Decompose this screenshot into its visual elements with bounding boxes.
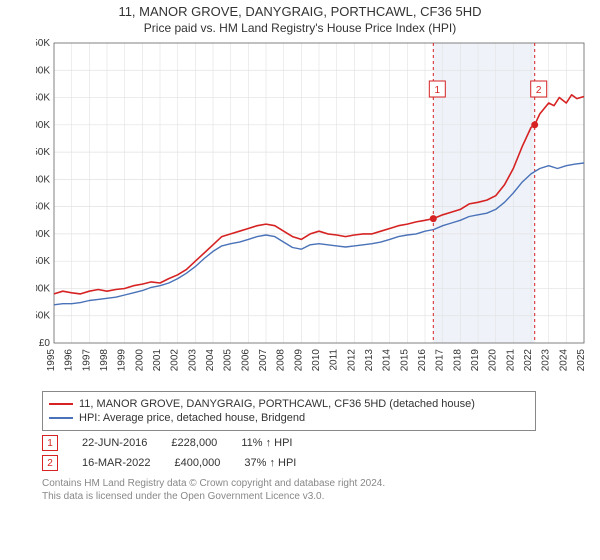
sale-diff: 11% ↑ HPI [241,437,292,449]
svg-text:£100K: £100K [36,283,50,294]
footer-attribution: Contains HM Land Registry data © Crown c… [42,477,600,503]
svg-text:£50K: £50K [36,311,50,322]
legend-row: HPI: Average price, detached house, Brid… [49,412,529,424]
legend-color-line-1 [49,403,73,405]
svg-text:2: 2 [536,85,542,96]
svg-text:2019: 2019 [470,349,481,372]
svg-text:2005: 2005 [223,349,234,372]
svg-text:1999: 1999 [117,349,128,372]
svg-text:2017: 2017 [435,349,446,372]
sale-price: £400,000 [174,457,220,469]
svg-text:2010: 2010 [311,349,322,372]
svg-text:2021: 2021 [505,349,516,372]
legend-color-line-2 [49,417,73,419]
svg-text:£550K: £550K [36,38,50,49]
svg-text:2020: 2020 [488,349,499,372]
svg-text:2007: 2007 [258,349,269,372]
svg-text:1996: 1996 [64,349,75,372]
sale-marker-1: 1 [42,435,58,451]
chart-subtitle: Price paid vs. HM Land Registry's House … [0,19,600,37]
svg-text:1: 1 [435,85,441,96]
svg-text:2002: 2002 [170,349,181,372]
svg-text:2023: 2023 [541,349,552,372]
svg-text:2004: 2004 [205,349,216,372]
svg-text:2008: 2008 [276,349,287,372]
svg-text:2016: 2016 [417,349,428,372]
svg-text:£0: £0 [39,338,51,349]
svg-text:2025: 2025 [576,349,587,372]
svg-text:2013: 2013 [364,349,375,372]
svg-text:2009: 2009 [293,349,304,372]
svg-text:2018: 2018 [452,349,463,372]
svg-text:1995: 1995 [46,349,57,372]
svg-text:2003: 2003 [187,349,198,372]
svg-text:£200K: £200K [36,229,50,240]
svg-text:2015: 2015 [399,349,410,372]
svg-text:2001: 2001 [152,349,163,372]
sale-diff: 37% ↑ HPI [244,457,296,469]
svg-text:2014: 2014 [382,349,393,372]
svg-text:2024: 2024 [558,349,569,372]
svg-text:£350K: £350K [36,147,50,158]
sale-row: 1 22-JUN-2016 £228,000 11% ↑ HPI [42,435,600,451]
sales-table: 1 22-JUN-2016 £228,000 11% ↑ HPI 2 16-MA… [42,435,600,471]
sale-date: 16-MAR-2022 [82,457,150,469]
svg-text:2006: 2006 [240,349,251,372]
svg-text:2011: 2011 [329,349,340,371]
svg-text:2000: 2000 [134,349,145,372]
svg-text:£400K: £400K [36,120,50,131]
svg-text:£300K: £300K [36,174,50,185]
sale-price: £228,000 [171,437,217,449]
svg-text:1997: 1997 [81,349,92,372]
chart-title: 11, MANOR GROVE, DANYGRAIG, PORTHCAWL, C… [0,0,600,19]
svg-text:£250K: £250K [36,202,50,213]
sale-date: 22-JUN-2016 [82,437,147,449]
price-chart: £0 £50K £100K £150K £200K £250K £300K £350K £400… [36,37,596,385]
svg-text:£500K: £500K [36,65,50,76]
legend-label: 11, MANOR GROVE, DANYGRAIG, PORTHCAWL, C… [79,398,475,410]
legend-row: 11, MANOR GROVE, DANYGRAIG, PORTHCAWL, C… [49,398,529,410]
svg-text:£150K: £150K [36,256,50,267]
sale-row: 2 16-MAR-2022 £400,000 37% ↑ HPI [42,455,600,471]
svg-text:£450K: £450K [36,93,50,104]
svg-text:1998: 1998 [99,349,110,372]
svg-text:2022: 2022 [523,349,534,372]
sale-marker-2: 2 [42,455,58,471]
svg-text:2012: 2012 [346,349,357,372]
legend: 11, MANOR GROVE, DANYGRAIG, PORTHCAWL, C… [42,391,536,431]
legend-label: HPI: Average price, detached house, Brid… [79,412,305,424]
